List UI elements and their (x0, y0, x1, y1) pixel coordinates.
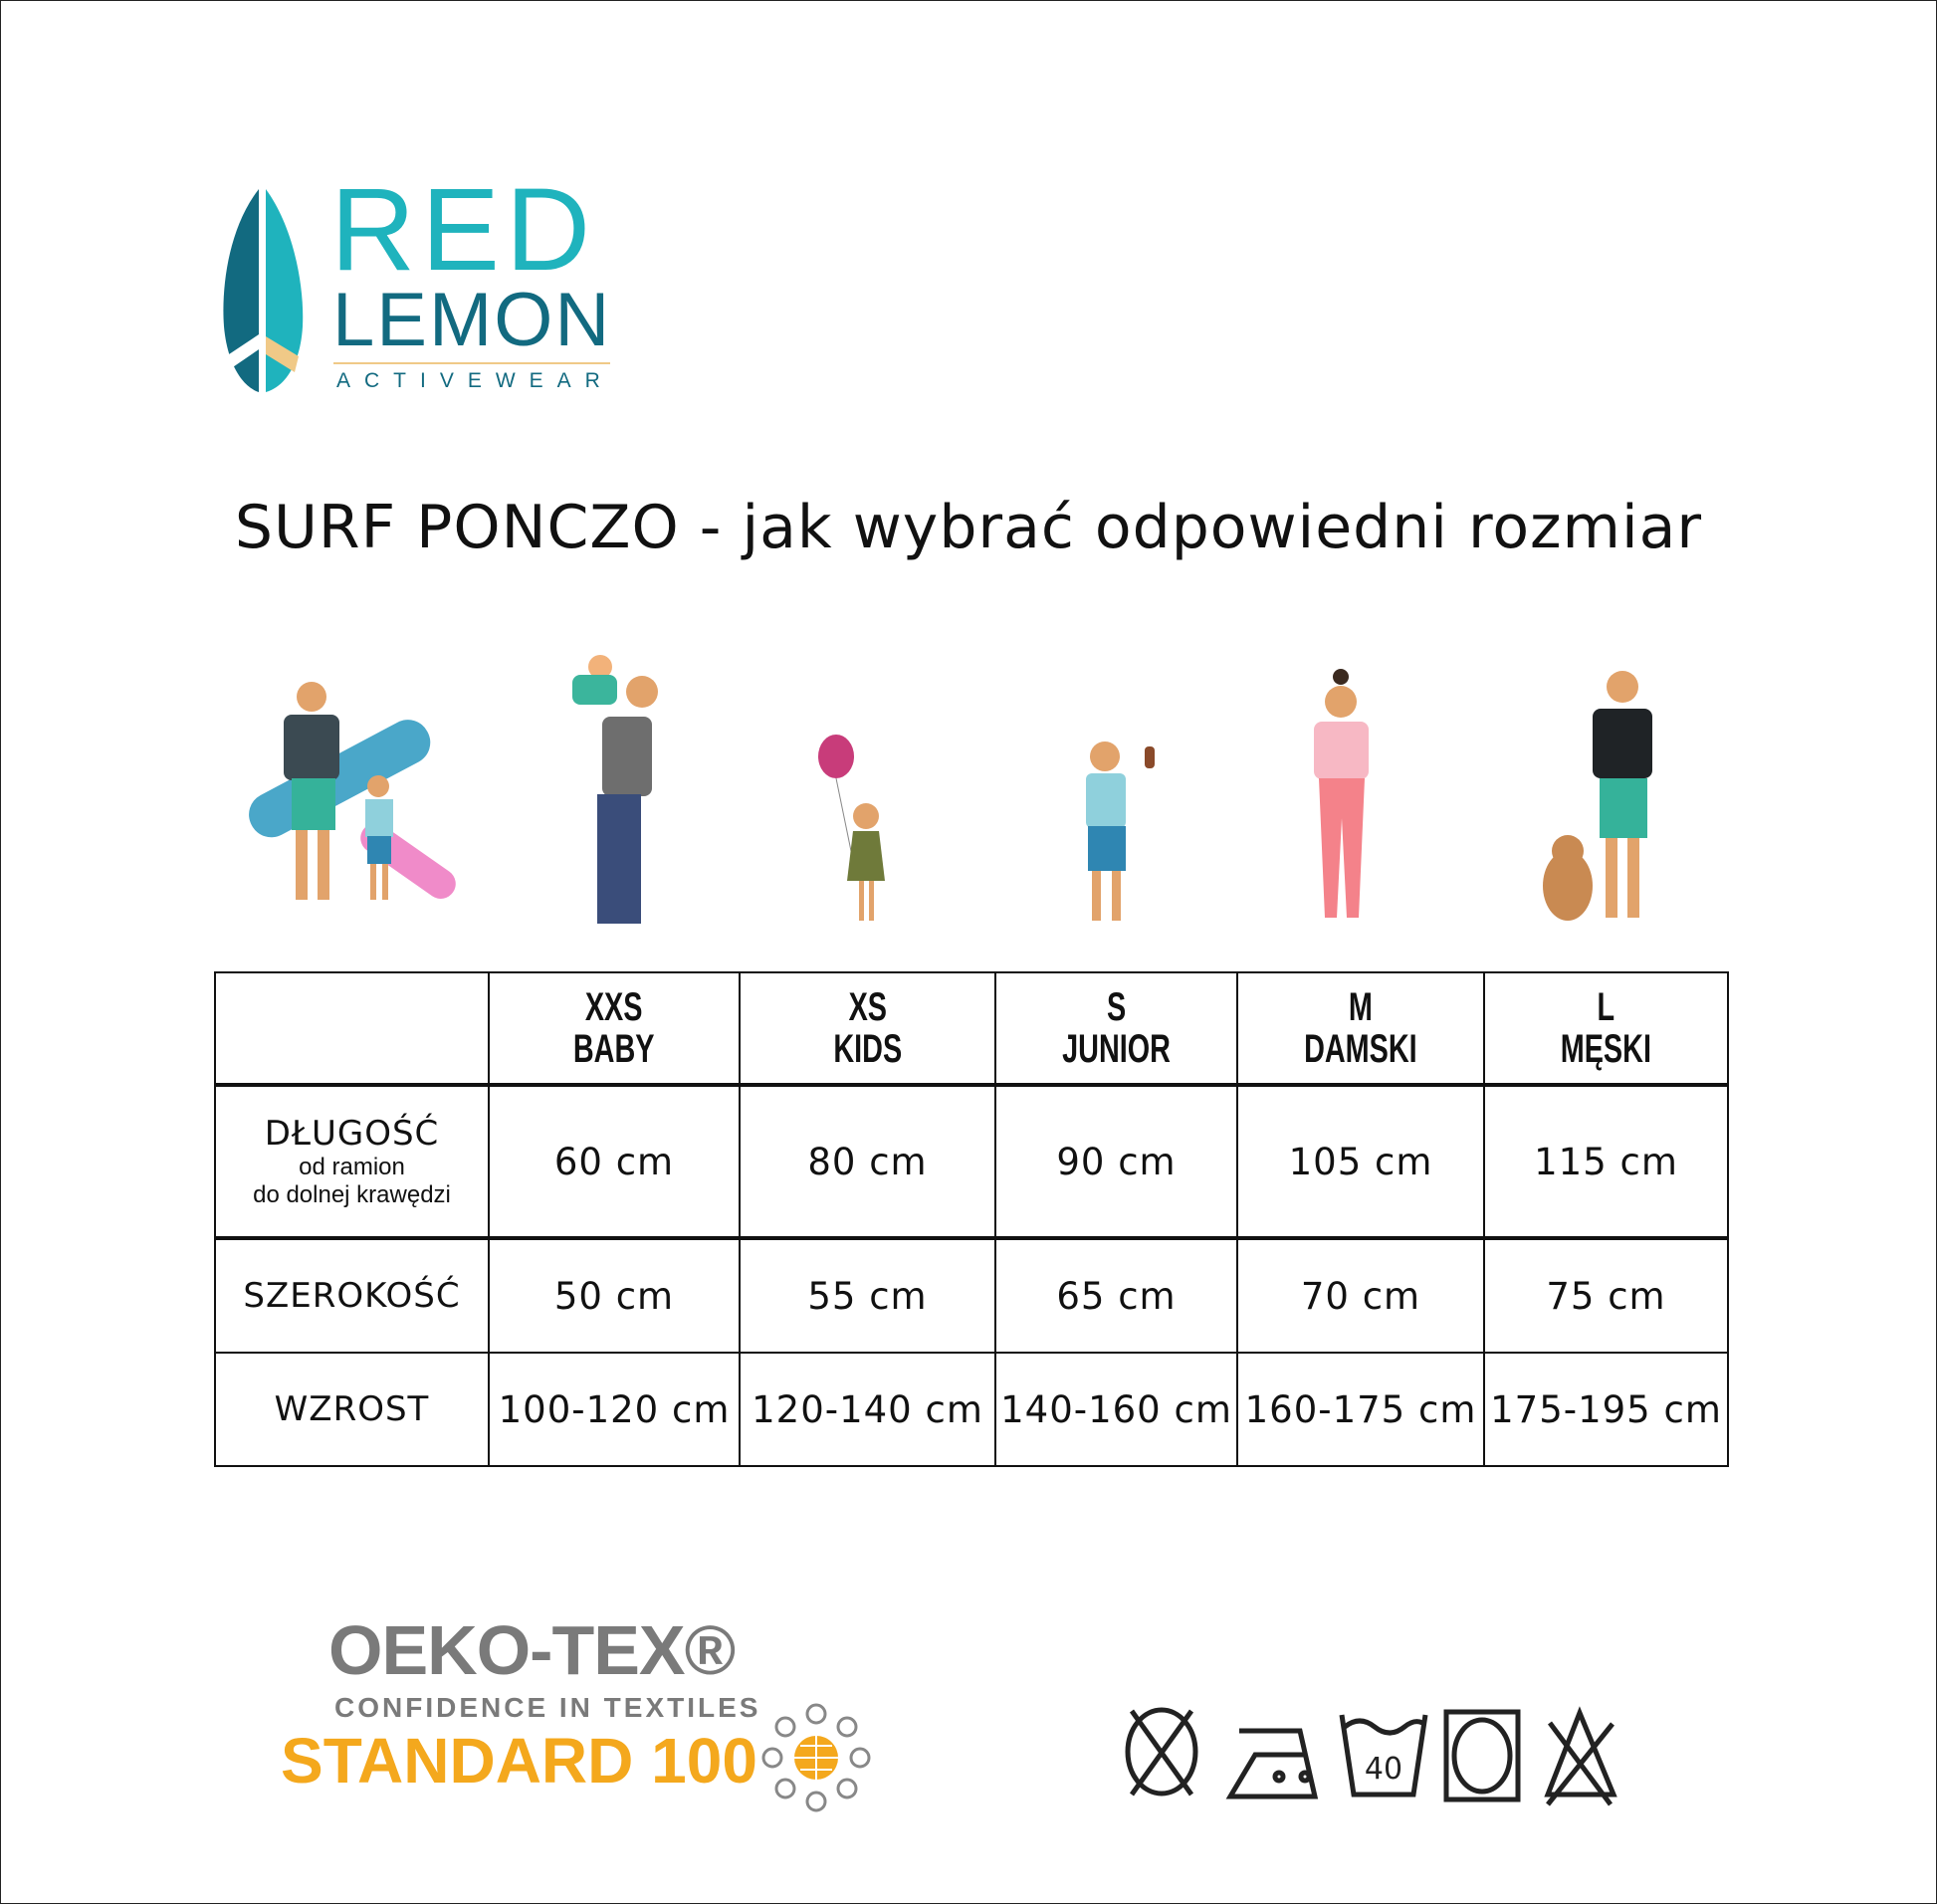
table-cell: 75 cm (1483, 1236, 1729, 1354)
illustrations (249, 655, 1652, 924)
table-cell: 80 cm (739, 1083, 996, 1239)
logo-activewear: ACTIVEWEAR (336, 369, 614, 392)
column-header-xs: XS KIDS (739, 971, 996, 1086)
surfboard-icon (223, 189, 304, 392)
size-table: XXS BABY XS KIDS S JUNIOR M DAMSKI L MĘSKI DŁ… (214, 971, 1729, 1467)
column-header-m: M DAMSKI (1236, 971, 1485, 1086)
page-title: SURF PONCZO - jak wybrać odpowiedni rozm… (234, 493, 1703, 562)
care-symbols: 40 (1125, 1706, 1617, 1806)
oeko-tex-flower-icon (761, 1703, 871, 1812)
table-cell: 115 cm (1483, 1083, 1729, 1239)
wash-40-icon (1339, 1714, 1428, 1798)
woman-illustration (1314, 669, 1369, 918)
table-cell: 175-195 cm (1483, 1352, 1729, 1467)
wash-temperature: 40 (1365, 1752, 1402, 1787)
table-cell: 160-175 cm (1236, 1352, 1485, 1467)
man-lifting-baby-illustration (572, 655, 658, 924)
table-cell: 100-120 cm (488, 1352, 741, 1467)
man-with-dog-illustration (1543, 671, 1652, 921)
table-header-row: XXS BABY XS KIDS S JUNIOR M DAMSKI L MĘSKI (214, 971, 1729, 1086)
do-not-bleach-icon (1544, 1706, 1617, 1806)
table-cell: 105 cm (1236, 1083, 1485, 1239)
table-corner-cell (214, 971, 490, 1086)
table-cell: 65 cm (994, 1236, 1238, 1354)
boy-with-ice-cream-illustration (1086, 741, 1155, 921)
column-header-l: L MĘSKI (1483, 971, 1729, 1086)
dry-clean-icon (1443, 1709, 1521, 1802)
table-cell: 55 cm (739, 1236, 996, 1354)
table-row-height: WZROST 100-120 cm 120-140 cm 140-160 cm … (214, 1352, 1729, 1467)
table-row-length: DŁUGOŚĆ od ramion do dolnej krawędzi 60 cm… (214, 1083, 1729, 1239)
column-header-xxs: XXS BABY (488, 971, 741, 1086)
table-cell: 50 cm (488, 1236, 741, 1354)
table-cell: 60 cm (488, 1083, 741, 1239)
logo-divider (333, 362, 610, 364)
oeko-tex-standard: STANDARD 100 (281, 1725, 757, 1797)
row-label-height: WZROST (214, 1352, 490, 1467)
man-with-surfboard-and-child-illustration (249, 682, 456, 900)
oeko-tex-tagline: CONFIDENCE IN TEXTILES (334, 1692, 761, 1723)
table-cell: 70 cm (1236, 1236, 1485, 1354)
row-label-length: DŁUGOŚĆ od ramion do dolnej krawędzi (214, 1083, 490, 1239)
row-label-width: SZEROKOŚĆ (214, 1236, 490, 1354)
iron-two-dots-icon (1225, 1728, 1319, 1799)
do-not-tumble-dry-icon (1125, 1707, 1198, 1797)
oeko-tex-name: OEKO-TEX® (328, 1611, 736, 1689)
table-row-width: SZEROKOŚĆ 50 cm 55 cm 65 cm 70 cm 75 cm (214, 1236, 1729, 1354)
girl-with-balloon-illustration (818, 735, 885, 921)
logo-red: RED (330, 164, 597, 296)
table-cell: 90 cm (994, 1083, 1238, 1239)
logo-lemon: LEMON (332, 278, 612, 362)
table-cell: 120-140 cm (739, 1352, 996, 1467)
column-header-s: S JUNIOR (994, 971, 1238, 1086)
table-cell: 140-160 cm (994, 1352, 1238, 1467)
